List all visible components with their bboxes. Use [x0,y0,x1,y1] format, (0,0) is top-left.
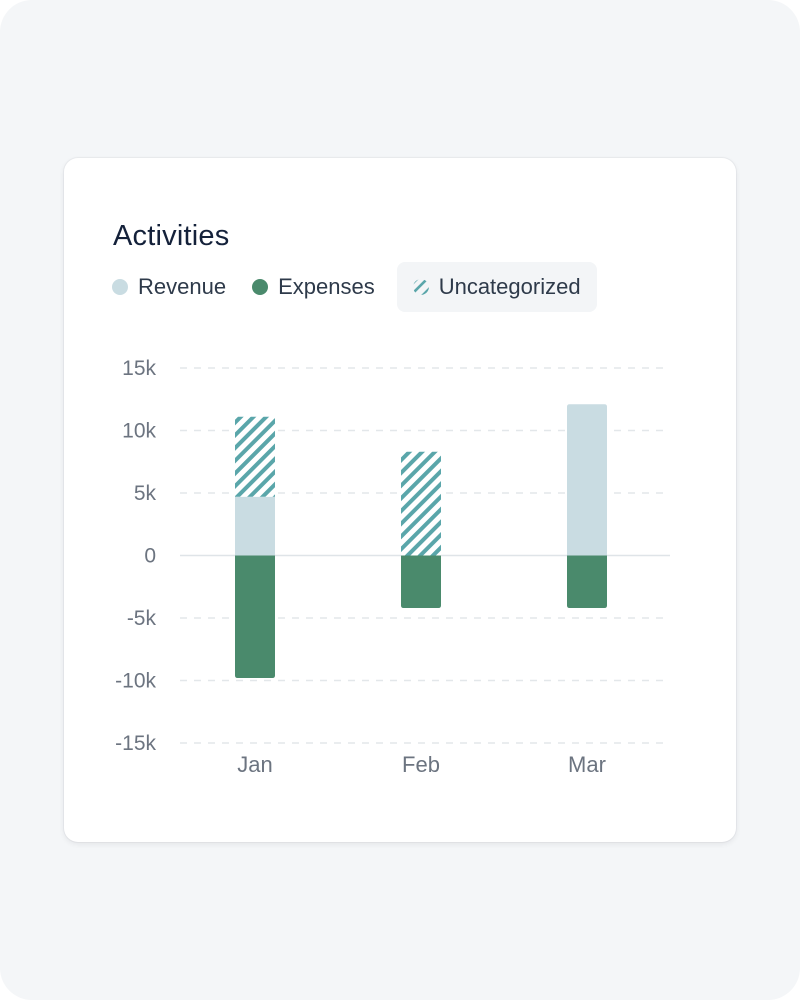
revenue-swatch [112,279,128,295]
bars [235,404,607,678]
bar-revenue-jan[interactable] [235,496,275,556]
uncategorized-hatch-swatch [412,279,429,295]
legend-label: Expenses [278,274,375,299]
x-category-label: Mar [568,752,606,777]
y-tick-label: 10k [122,420,156,443]
expenses-swatch [252,279,269,295]
bar-revenue-mar[interactable] [567,404,607,556]
legend-item-uncategorized[interactable]: Uncategorized [396,262,597,312]
legend-label: Revenue [138,274,227,299]
bar-expenses-feb[interactable] [401,555,441,609]
y-tick-label: 0 [144,545,156,568]
bar-expenses-mar[interactable] [567,555,607,609]
y-tick-label: 15k [122,357,156,380]
x-axis-categories: Jan Feb Mar [237,752,606,777]
bar-uncategorized-jan[interactable] [235,416,275,497]
x-category-label: Jan [237,752,272,777]
y-tick-label: -5k [127,607,157,630]
y-axis-ticks: 15k 10k 5k 0 -5k -10k -15k [115,357,156,755]
y-tick-label: -10k [115,670,156,693]
legend-item-expenses[interactable]: Expenses [248,262,379,312]
legend-item-revenue[interactable]: Revenue [108,262,230,312]
bar-uncategorized-feb[interactable] [401,451,441,556]
y-tick-label: -15k [115,732,156,755]
legend-label: Uncategorized [438,274,581,299]
activities-bar-chart: 15k 10k 5k 0 -5k -10k -15k Jan Feb Mar [115,357,670,777]
card-title: Activities [113,220,230,252]
x-category-label: Feb [402,752,440,777]
bar-expenses-jan[interactable] [235,555,275,679]
activities-card: Activities Revenue Expenses [64,158,736,842]
chart-legend: Revenue Expenses Uncategorized [108,262,615,312]
y-tick-label: 5k [134,482,157,505]
